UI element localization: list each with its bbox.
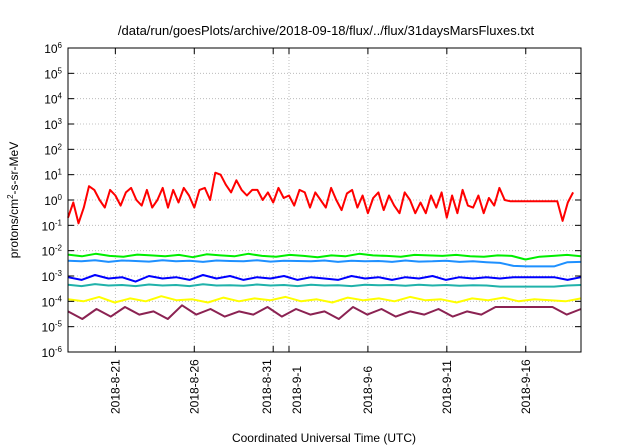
x-tick-label: 2018-9-16 xyxy=(519,359,533,414)
y-tick-label: 103 xyxy=(44,117,62,132)
x-tick-label: 2018-8-26 xyxy=(187,359,201,414)
x-tick-label: 2018-9-1 xyxy=(290,366,304,414)
y-tick-label-base: 10 xyxy=(42,321,56,335)
y-tick-label: 10-3 xyxy=(42,269,63,284)
y-tick-label-base: 10 xyxy=(44,42,58,56)
chart-title: /data/run/goesPlots/archive/2018-09-18/f… xyxy=(118,23,535,38)
y-tick-label-base: 10 xyxy=(44,194,58,208)
x-tick-label: 2018-8-31 xyxy=(260,359,274,414)
y-axis-title-exp: 2 xyxy=(6,194,15,199)
x-tick-label: 2018-8-21 xyxy=(108,359,122,414)
y-tick-label-exp: -3 xyxy=(55,269,63,278)
y-tick-label-exp: -2 xyxy=(55,244,63,253)
y-tick-label-base: 10 xyxy=(42,219,56,233)
y-axis-title-suffix: -s-sr-MeV xyxy=(7,142,21,195)
y-axis-title-prefix: protons/cm xyxy=(7,199,21,258)
y-tick-label-exp: 3 xyxy=(58,117,63,126)
y-tick-label-base: 10 xyxy=(44,143,58,157)
y-tick-label-exp: 5 xyxy=(58,66,63,75)
data-series xyxy=(67,171,582,320)
series-line-2 xyxy=(67,259,582,268)
y-tick-label: 101 xyxy=(44,168,62,183)
y-tick-label-base: 10 xyxy=(42,295,56,309)
y-tick-label-base: 10 xyxy=(42,346,56,360)
y-tick-label-base: 10 xyxy=(42,245,56,259)
series-line-3 xyxy=(67,274,582,283)
series-line-6 xyxy=(67,304,582,320)
series-line-0 xyxy=(67,171,574,225)
y-tick-label-exp: 6 xyxy=(58,41,63,50)
y-tick-label-base: 10 xyxy=(44,93,58,107)
y-tick-label: 100 xyxy=(44,193,62,208)
y-tick-label: 104 xyxy=(44,92,62,107)
y-tick-label: 106 xyxy=(44,41,62,56)
series-line-4 xyxy=(67,283,582,288)
y-tick-label: 10-4 xyxy=(42,294,63,309)
y-axis-title: protons/cm2-s-sr-MeV xyxy=(6,142,21,258)
y-tick-label-base: 10 xyxy=(44,169,58,183)
y-tick-label-exp: -6 xyxy=(55,345,63,354)
y-tick-label-exp: 0 xyxy=(58,193,63,202)
y-tick-label: 10-5 xyxy=(42,320,63,335)
y-tick-label-base: 10 xyxy=(44,67,58,81)
y-tick-label: 10-6 xyxy=(42,345,63,360)
y-tick-label-base: 10 xyxy=(42,270,56,284)
y-tick-label: 105 xyxy=(44,66,62,81)
y-tick-label: 10-1 xyxy=(42,218,63,233)
y-tick-label-exp: -5 xyxy=(55,320,63,329)
series-line-1 xyxy=(67,252,582,261)
y-axis: 10-610-510-410-310-210-11001011021031041… xyxy=(42,41,581,360)
y-tick-label: 102 xyxy=(44,142,62,157)
series-line-5 xyxy=(67,295,582,304)
x-axis: 2018-8-21 2018-8-26 2018-8-31 2018-9-1 2018-… xyxy=(108,48,533,414)
x-tick-label: 2018-9-6 xyxy=(361,366,375,414)
x-tick-label: 2018-9-11 xyxy=(440,360,454,414)
y-tick-label-base: 10 xyxy=(44,118,58,132)
y-tick-label-exp: -1 xyxy=(55,218,63,227)
y-tick-label-exp: 4 xyxy=(58,92,63,101)
y-tick-label-exp: -4 xyxy=(55,294,63,303)
y-tick-label-exp: 2 xyxy=(58,142,63,151)
y-tick-label: 10-2 xyxy=(42,244,63,259)
x-axis-title: Coordinated Universal Time (UTC) xyxy=(232,431,416,445)
y-tick-label-exp: 1 xyxy=(58,168,63,177)
